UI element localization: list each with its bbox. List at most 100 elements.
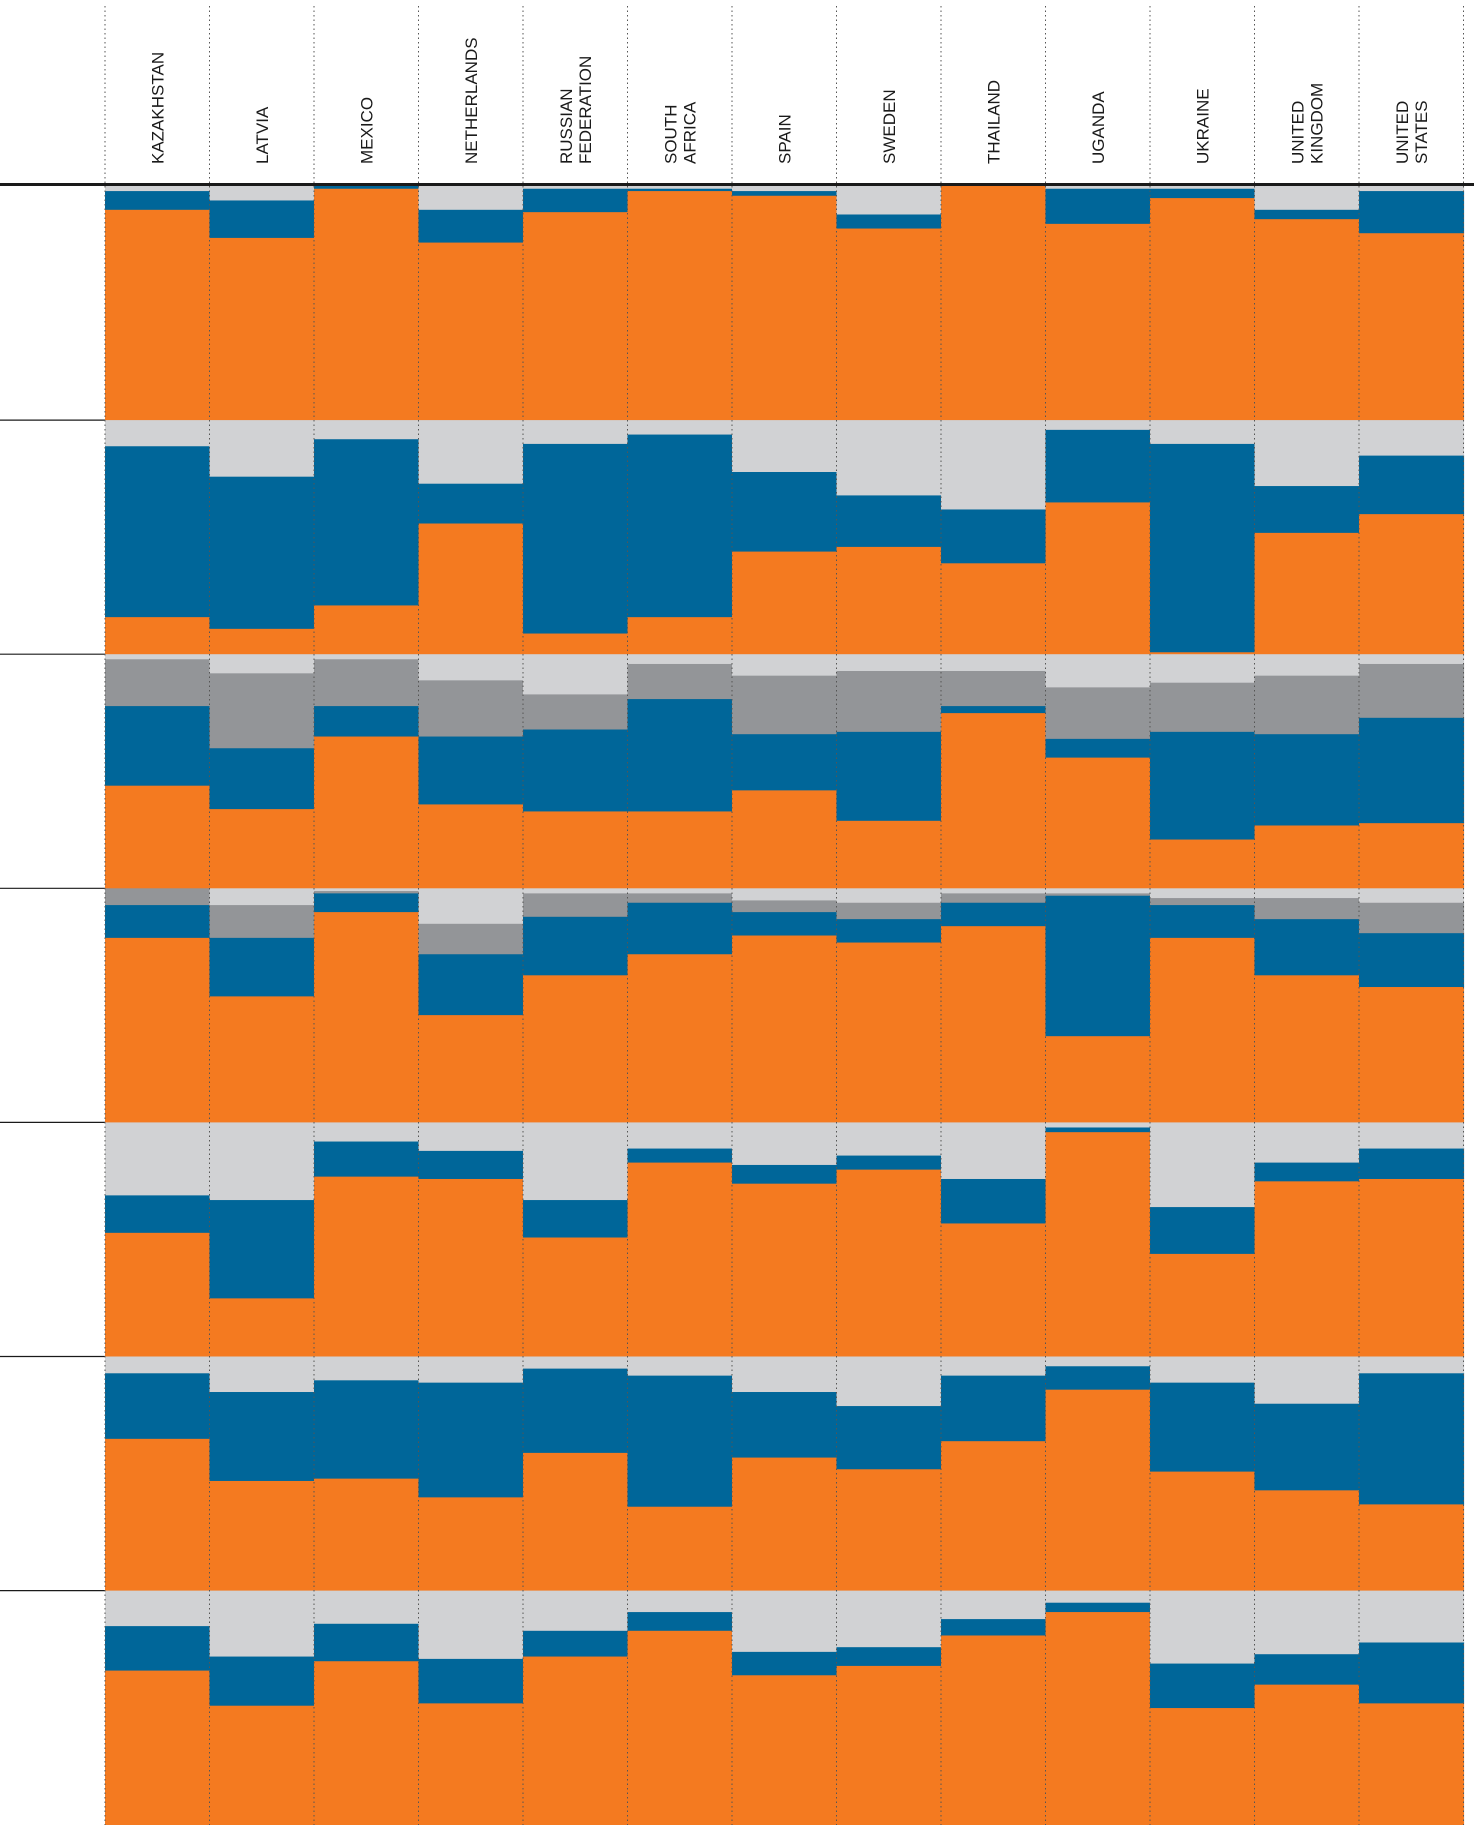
bar-segment-dark_gray-r4-c3 (314, 890, 420, 894)
bar-segment-blue-r5-c8 (836, 1155, 942, 1170)
bar-segment-light_gray-r1-c7 (732, 186, 838, 192)
bar-segment-orange-r4-c2 (209, 995, 315, 1123)
bar-segment-orange-r2-c2 (209, 628, 315, 655)
bar-segment-blue-r4-c3 (314, 892, 420, 913)
bar-segment-orange-r2-c11 (1150, 651, 1256, 655)
bar-segment-blue-r1-c13 (1359, 190, 1465, 234)
bar-segment-dark_gray-r3-c10 (1045, 686, 1151, 739)
bar-segment-light_gray-r3-c13 (1359, 654, 1465, 664)
bar-segment-light_gray-r1-c11 (1150, 186, 1256, 189)
bar-segment-blue-r1-c4 (418, 209, 524, 243)
column-header: KAZAKHSTAN LATVIA MEXICO NETHERLANDS RUSSIAN… (148, 37, 1431, 164)
bar-segment-blue-r2-c13 (1359, 455, 1465, 515)
bar-segment-orange-r4-c13 (1359, 986, 1465, 1123)
bar-segment-blue-r2-c7 (732, 471, 838, 552)
bar-segment-light_gray-r6-c11 (1150, 1356, 1256, 1383)
bar-segment-light_gray-r1-c1 (105, 186, 211, 192)
bar-segment-light_gray-r5-c2 (209, 1122, 315, 1201)
bar-segment-orange-r7-c10 (1045, 1611, 1151, 1825)
bar-segment-light_gray-r3-c5 (523, 654, 629, 695)
bar-segment-light_gray-r1-c2 (209, 186, 315, 201)
bar-segment-dark_gray-r4-c7 (732, 900, 838, 913)
column-label-11: UKRAINE (1193, 88, 1212, 164)
bar-segment-orange-r4-c8 (836, 942, 942, 1123)
bar-segment-light_gray-r4-c3 (314, 888, 420, 892)
bar-segment-light_gray-r6-c7 (732, 1356, 838, 1393)
bar-segment-light_gray-r7-c8 (836, 1590, 942, 1648)
bar-segment-orange-r3-c12 (1254, 825, 1360, 889)
bar-segment-orange-r3-c10 (1045, 757, 1151, 889)
column-label-5-line-1: RUSSIAN (557, 88, 576, 164)
bar-segment-light_gray-r4-c12 (1254, 888, 1360, 899)
bar-segment-light_gray-r7-c5 (523, 1590, 629, 1631)
bar-segment-light_gray-r7-c3 (314, 1590, 420, 1624)
bar-segment-blue-r2-c6 (627, 434, 733, 618)
bar-segment-orange-r2-c4 (418, 523, 524, 655)
column-label-12-line-2: KINGDOM (1307, 83, 1326, 164)
bar-segment-blue-r6-c6 (627, 1375, 733, 1507)
bar-segment-orange-r1-c6 (627, 190, 733, 421)
bar-segment-blue-r7-c6 (627, 1611, 733, 1631)
bar-segment-blue-r6-c13 (1359, 1372, 1465, 1505)
bar-segment-orange-r2-c5 (523, 633, 629, 655)
column-label-1: KAZAKHSTAN (148, 52, 167, 164)
bar-segment-orange-r1-c5 (523, 211, 629, 421)
bar-segment-blue-r7-c10 (1045, 1602, 1151, 1613)
bar-segment-light_gray-r6-c5 (523, 1356, 629, 1369)
bar-segment-blue-r3-c5 (523, 729, 629, 812)
bar-segment-light_gray-r1-c4 (418, 186, 524, 210)
bar-segment-light_gray-r5-c6 (627, 1122, 733, 1149)
bar-segment-orange-r2-c1 (105, 616, 211, 655)
bar-segment-orange-r6-c11 (1150, 1471, 1256, 1591)
bar-segment-orange-r7-c6 (627, 1630, 733, 1825)
bar-segment-blue-r6-c3 (314, 1379, 420, 1479)
bar-segment-light_gray-r7-c4 (418, 1590, 524, 1659)
bar-segment-orange-r3-c4 (418, 804, 524, 889)
bar-segment-orange-r6-c8 (836, 1468, 942, 1591)
bar-segment-blue-r4-c13 (1359, 932, 1465, 988)
bar-segment-light_gray-r1-c8 (836, 186, 942, 215)
bar-segment-orange-r6-c10 (1045, 1389, 1151, 1591)
bar-segment-orange-r6-c13 (1359, 1503, 1465, 1591)
bar-segment-orange-r5-c8 (836, 1169, 942, 1357)
column-label-4: NETHERLANDS (462, 37, 481, 164)
bar-segment-light_gray-r7-c2 (209, 1590, 315, 1657)
bar-segment-dark_gray-r3-c7 (732, 675, 838, 735)
bar-segment-blue-r6-c11 (1150, 1382, 1256, 1472)
bar-segment-light_gray-r4-c6 (627, 888, 733, 894)
bar-segment-blue-r4-c4 (418, 953, 524, 1016)
bar-segment-light_gray-r6-c13 (1359, 1356, 1465, 1374)
bar-segment-orange-r4-c7 (732, 935, 838, 1123)
bar-segment-blue-r7-c1 (105, 1625, 211, 1671)
bar-segment-blue-r2-c9 (941, 509, 1047, 564)
bar-segment-orange-r5-c4 (418, 1178, 524, 1357)
bar-segment-blue-r1-c7 (732, 190, 838, 196)
bar-segment-orange-r1-c7 (732, 195, 838, 421)
bar-segment-light_gray-r5-c3 (314, 1122, 420, 1142)
bar-segment-blue-r2-c1 (105, 445, 211, 618)
bar-segment-orange-r3-c2 (209, 808, 315, 889)
bar-segment-orange-r1-c2 (209, 237, 315, 421)
bar-segment-orange-r4-c11 (1150, 937, 1256, 1123)
bar-segment-blue-r1-c1 (105, 190, 211, 210)
bar-segment-light_gray-r5-c12 (1254, 1122, 1360, 1163)
bar-segment-light_gray-r6-c9 (941, 1356, 1047, 1376)
column-label-12-line-1: UNITED (1288, 101, 1307, 164)
bar-segment-dark_gray-r3-c1 (105, 658, 211, 707)
bar-segment-blue-r6-c12 (1254, 1403, 1360, 1491)
bar-segment-orange-r5-c12 (1254, 1180, 1360, 1357)
bar-segment-blue-r5-c2 (209, 1199, 315, 1299)
bar-segment-blue-r6-c9 (941, 1375, 1047, 1442)
bar-segment-orange-r6-c9 (941, 1440, 1047, 1591)
bar-segment-dark_gray-r3-c11 (1150, 682, 1256, 732)
bar-segment-blue-r1-c11 (1150, 188, 1256, 199)
bar-segment-blue-r6-c1 (105, 1372, 211, 1439)
bar-segment-light_gray-r3-c6 (627, 654, 733, 664)
bar-segment-orange-r1-c9 (941, 186, 1047, 421)
bar-segment-light_gray-r6-c10 (1045, 1356, 1151, 1367)
bar-segment-orange-r7-c9 (941, 1635, 1047, 1825)
bar-segment-blue-r1-c3 (314, 186, 420, 189)
bar-segment-blue-r3-c10 (1045, 738, 1151, 758)
bar-segment-orange-r7-c4 (418, 1702, 524, 1825)
bar-segment-orange-r1-c3 (314, 188, 420, 421)
